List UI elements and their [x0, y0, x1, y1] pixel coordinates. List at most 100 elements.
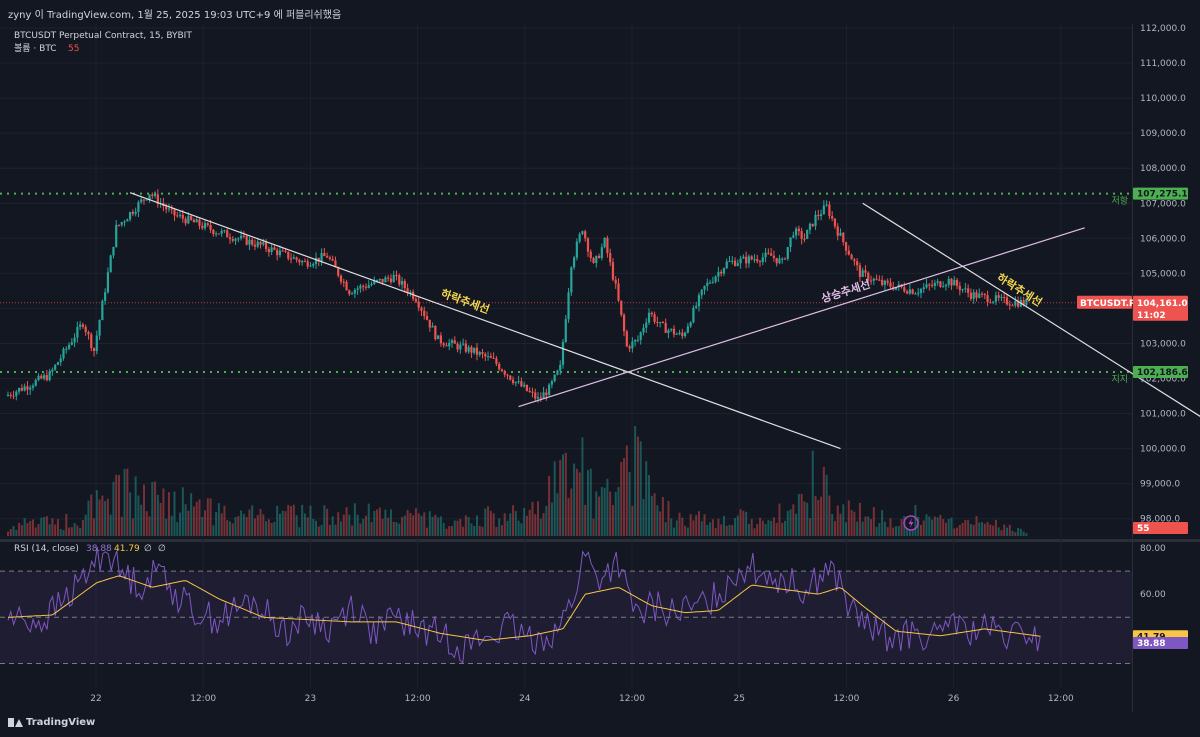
candle — [647, 308, 651, 325]
volume-legend-label: 볼륨 · BTC — [14, 43, 57, 54]
volume-bar — [548, 475, 551, 536]
volume-bar — [362, 518, 365, 536]
volume-bar — [795, 513, 798, 536]
volume-bar — [309, 505, 312, 536]
volume-bar — [750, 519, 753, 536]
candlestick-series[interactable] — [6, 189, 1028, 403]
candle — [37, 373, 40, 382]
volume-bar — [209, 498, 212, 536]
candle — [253, 239, 257, 251]
candle — [81, 322, 85, 329]
trendline[interactable] — [129, 192, 841, 450]
candle — [592, 256, 595, 264]
volume-bar — [392, 521, 395, 536]
volume-bar — [195, 501, 198, 536]
volume-bar — [673, 527, 675, 536]
candle — [1025, 297, 1028, 307]
volume-bar — [37, 524, 40, 536]
volume-bar — [747, 523, 750, 536]
candle — [745, 251, 748, 269]
candle — [969, 288, 973, 302]
candle — [523, 381, 526, 388]
volume-bar — [822, 466, 825, 536]
volume-bar — [256, 515, 259, 536]
candle — [930, 279, 934, 288]
candle — [437, 335, 440, 340]
volume-bar — [709, 522, 712, 536]
candle — [281, 248, 284, 252]
price-axis[interactable]: 112,000.0 111,000.0 110,000.0 109,000.0 108,… — [1077, 24, 1188, 649]
volume-bar — [575, 468, 578, 536]
candle — [645, 318, 648, 334]
candle — [231, 236, 234, 243]
volume-bar — [636, 436, 639, 536]
svg-text:55: 55 — [1137, 524, 1150, 534]
volume-bar — [106, 498, 109, 536]
volume-bar — [956, 527, 959, 536]
candle — [614, 276, 617, 289]
candle — [467, 344, 470, 354]
volume-bar — [1008, 524, 1011, 536]
candle — [728, 255, 731, 263]
candle — [919, 287, 923, 299]
candle — [306, 258, 309, 270]
volume-bar — [7, 531, 9, 536]
candle — [195, 216, 198, 223]
volume-bar — [933, 516, 936, 536]
volume-bar — [401, 517, 404, 536]
candle — [628, 344, 631, 353]
volume-bar — [345, 507, 348, 536]
candle — [445, 342, 448, 347]
candle — [950, 277, 953, 290]
rsi-lines[interactable] — [7, 546, 1041, 664]
candle — [439, 332, 442, 347]
time-axis[interactable]: 22 12:00 23 12:00 24 12:00 25 12:00 26 12:00 — [90, 694, 1074, 704]
volume-bar — [853, 511, 856, 536]
volume-bar — [151, 481, 154, 536]
volume-bar — [43, 517, 46, 536]
volume-bar — [93, 518, 96, 536]
trendline[interactable] — [518, 227, 1085, 408]
candle — [889, 277, 892, 290]
candle — [631, 337, 634, 353]
volume-bar — [51, 518, 54, 536]
volume-bar — [609, 491, 612, 536]
candle — [514, 381, 517, 387]
candle — [489, 352, 492, 359]
volume-bar — [287, 504, 290, 536]
candle — [947, 276, 950, 288]
volume-bar — [958, 524, 961, 536]
volume-bar — [614, 491, 617, 536]
candle — [45, 369, 48, 382]
volume-bar — [908, 529, 911, 536]
candle — [825, 200, 828, 207]
volume-bar — [301, 504, 304, 536]
volume-bar — [639, 441, 642, 536]
volume-bar — [969, 524, 972, 536]
candle — [20, 384, 23, 392]
resistance-label: 저항 — [1111, 196, 1128, 207]
candle — [40, 373, 43, 380]
candle — [31, 383, 35, 391]
candle — [459, 341, 462, 354]
volume-bar — [623, 458, 626, 536]
tradingview-logo[interactable]: TradingView — [8, 717, 95, 728]
alert-lightning-icon[interactable] — [903, 515, 919, 531]
volume-bar — [847, 500, 850, 536]
candle — [656, 316, 659, 327]
candle — [992, 300, 995, 305]
candle — [808, 222, 812, 235]
candle — [387, 274, 390, 282]
candle — [90, 332, 93, 352]
candle — [528, 387, 531, 393]
volume-bar — [598, 496, 601, 536]
candle — [6, 391, 10, 397]
volume-bar — [964, 519, 967, 536]
trendline[interactable] — [862, 202, 1200, 420]
candle — [259, 241, 262, 249]
candle — [589, 249, 592, 262]
rsi-legend-extra-1: ∅ — [144, 544, 152, 554]
candle — [695, 301, 698, 310]
